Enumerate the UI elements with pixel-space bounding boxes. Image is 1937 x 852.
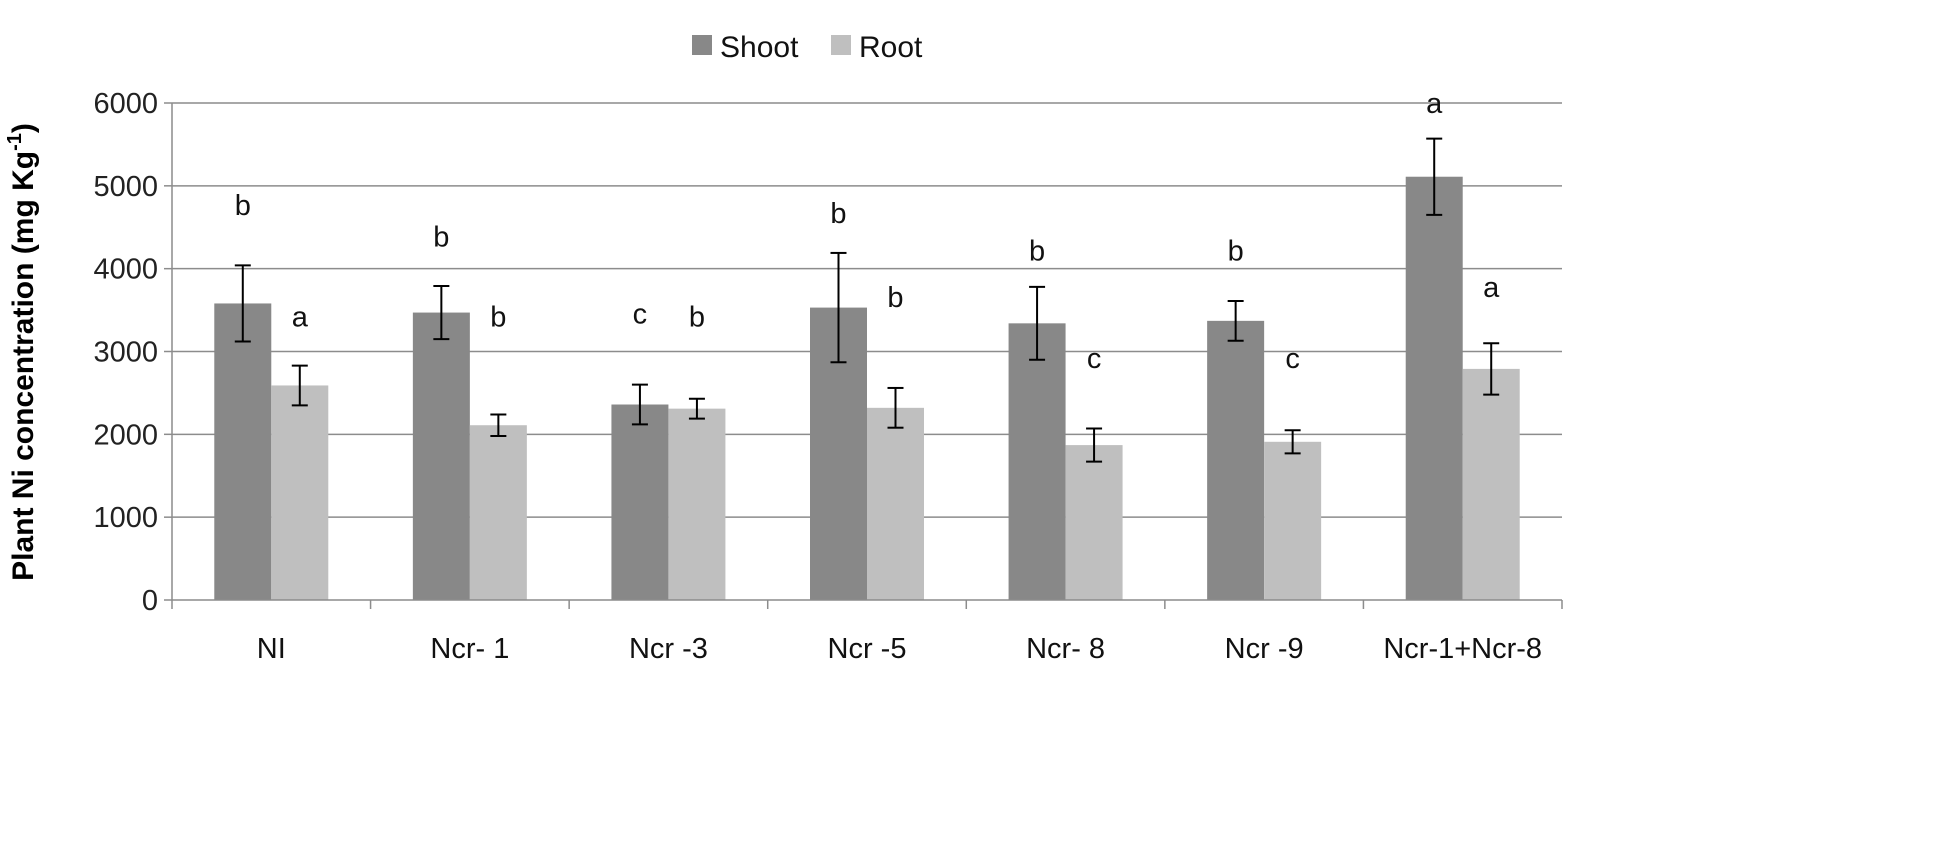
significance-letter: b [235,190,251,222]
y-tick-label: 6000 [93,88,158,120]
significance-letter: b [490,302,506,334]
bar-shoot [611,404,669,600]
significance-letter: b [1029,235,1045,267]
legend: Shoot Root [692,31,923,64]
legend-swatch-shoot [692,35,712,55]
bar-shoot [412,312,470,600]
x-tick-label: Ncr-1+Ncr-8 [1383,633,1542,665]
legend-swatch-root [831,35,851,55]
bar-shoot [1008,323,1066,600]
x-tick-label: Ncr -5 [828,633,907,665]
x-tick-label: Ncr -3 [629,633,708,665]
bar-root [668,408,726,600]
significance-letter: c [633,298,648,330]
bar-root [1462,368,1520,600]
significance-letter: b [1228,235,1244,267]
bar-root [867,407,924,600]
x-tick-label: Ncr- 1 [430,633,509,665]
y-axis-title: Plant Ni concentration (mg Kg-1) [4,123,40,581]
significance-letters: b b c b b b a a b b b c c a [235,88,1500,375]
significance-letter: b [689,302,705,334]
y-tick-label: 4000 [93,254,158,286]
significance-letter: b [433,221,449,253]
significance-letter: a [292,302,309,334]
x-axis: NI Ncr- 1 Ncr -3 Ncr -5 Ncr- 8 Ncr -9 Ncr-1+Nc… [171,103,1563,665]
significance-letter: a [1426,88,1443,120]
bar-root [1065,445,1123,600]
significance-letter: a [1483,272,1500,304]
significance-letter: b [887,282,903,314]
error-bars [234,137,1500,463]
bar-root [469,425,527,600]
y-tick-label: 0 [142,585,158,617]
y-tick-label: 3000 [93,337,158,369]
bar-root [1264,441,1322,600]
significance-letter: b [830,198,846,230]
y-tick-label: 5000 [93,171,158,203]
legend-label-shoot: Shoot [720,31,799,64]
bars [214,176,1520,600]
bar-root [271,385,329,600]
y-tick-label: 1000 [93,502,158,534]
significance-letter: c [1285,343,1300,375]
x-tick-label: Ncr- 8 [1026,633,1105,665]
x-tick-label: Ncr -9 [1225,633,1304,665]
bar-shoot [1405,176,1463,600]
significance-letter: c [1087,343,1102,375]
bar-shoot [1207,320,1265,600]
legend-label-root: Root [859,31,923,64]
bar-shoot [214,303,272,600]
y-tick-label: 2000 [93,419,158,451]
y-axis-ticks: 0 1000 2000 3000 4000 5000 6000 [93,88,172,617]
x-tick-label: NI [257,633,286,665]
